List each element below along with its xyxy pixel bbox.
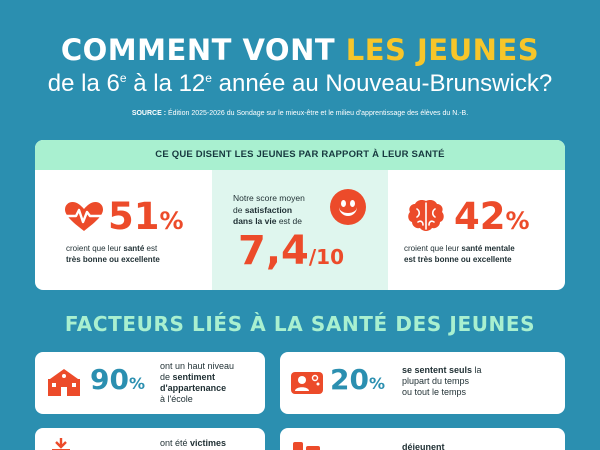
smiley-icon	[330, 189, 366, 225]
health-card-heading: CE QUE DISENT LES JEUNES PAR RAPPORT À L…	[35, 140, 565, 170]
satisfaction-panel	[212, 170, 388, 290]
source-note: SOURCE : Édition 2025-2026 du Sondage su…	[131, 110, 469, 117]
health-right-value: 42%	[454, 195, 530, 238]
health-card: CE QUE DISENT LES JEUNES PAR RAPPORT À L…	[35, 140, 565, 290]
lonely-person-icon	[291, 372, 323, 394]
factors-heading: FACTEURS LIÉS À LA SANTÉ DES JEUNES	[64, 312, 536, 336]
factor-card-loneliness	[280, 352, 565, 414]
satisfaction-score: 7,4/10	[238, 228, 344, 274]
school-icon	[48, 369, 80, 396]
bully-icon	[52, 438, 70, 450]
brain-icon	[408, 200, 444, 231]
factor-bullying-desc: ont été victimes	[160, 438, 227, 448]
factor-belonging-value: 90%	[90, 363, 145, 396]
heart-pulse-icon	[65, 202, 103, 231]
page-title: COMMENT VONT LES JEUNES	[60, 33, 540, 67]
factor-card-breakfast	[280, 428, 565, 450]
factor-belonging-desc: ont un haut niveau de sentiment d'apparten…	[160, 361, 235, 404]
health-right-desc: croient que leur santé mentale est très b…	[404, 244, 515, 264]
factor-breakfast-desc: déjeunent	[402, 442, 445, 450]
factor-loneliness-desc: se sentent seuls la plupart du temps ou to…	[402, 365, 482, 397]
factor-card-bullying	[35, 428, 265, 450]
factor-loneliness-value: 20%	[330, 363, 385, 396]
health-left-desc: croient que leur santé est très bonne ou …	[66, 244, 160, 264]
breakfast-icon	[293, 442, 320, 450]
health-left-value: 51%	[108, 195, 184, 238]
page-subtitle: de la 6e à la 12e année au Nouveau-Bruns…	[47, 70, 553, 97]
title-highlight: LES JEUNES	[345, 33, 540, 67]
satisfaction-text: Notre score moyen de satisfaction dans la …	[233, 193, 305, 226]
